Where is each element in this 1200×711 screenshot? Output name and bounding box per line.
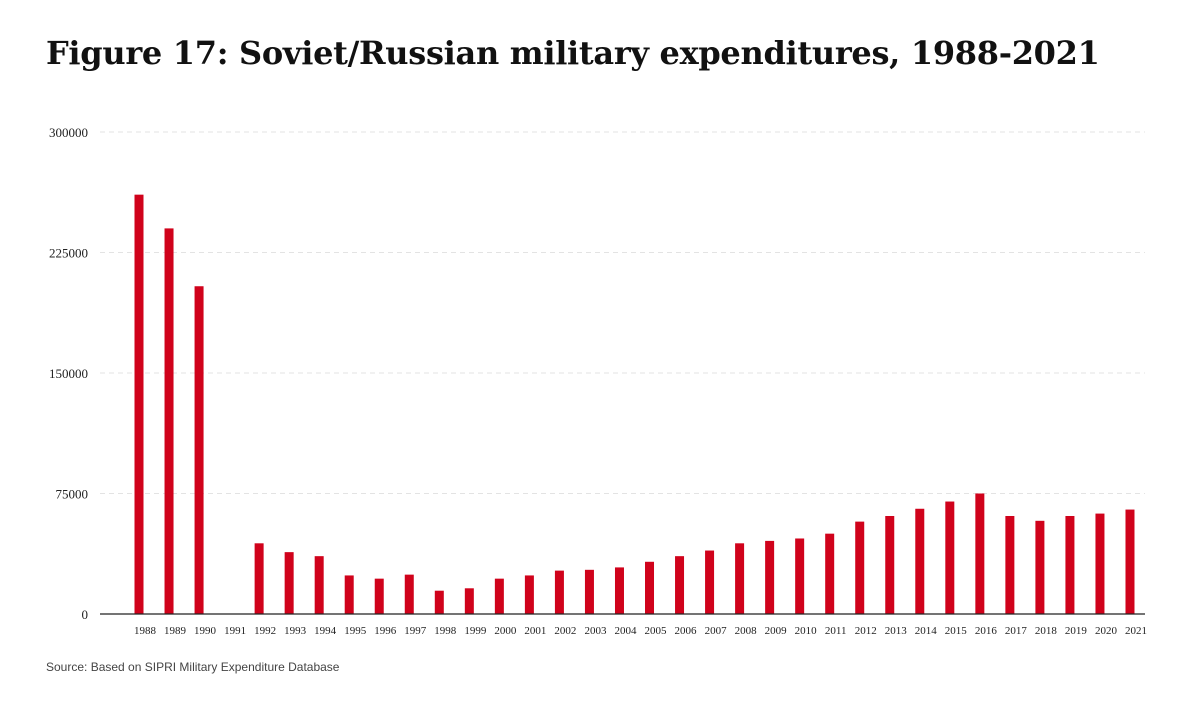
x-tick-label: 2010 — [795, 625, 818, 637]
bar-1988 — [134, 194, 144, 614]
bar-2018 — [1035, 520, 1045, 614]
x-tick-label: 2003 — [584, 625, 607, 637]
x-tick-label: 2006 — [675, 625, 698, 637]
x-tick-label: 1991 — [224, 625, 246, 637]
x-tick-label: 2021 — [1125, 625, 1147, 637]
y-tick-label: 150000 — [49, 366, 88, 381]
x-tick-label: 1994 — [314, 625, 337, 637]
y-axis-ticks: 0 75000 150000 225000 300000 — [49, 125, 88, 622]
bar-1998 — [434, 590, 444, 614]
bar-2000 — [494, 578, 504, 614]
x-tick-label: 2014 — [915, 625, 938, 637]
x-tick-label: 1997 — [404, 625, 427, 637]
x-tick-label: 1992 — [254, 625, 276, 637]
x-tick-label: 1990 — [194, 625, 217, 637]
x-tick-label: 2015 — [945, 625, 968, 637]
bar-1996 — [374, 578, 384, 614]
x-tick-label: 2011 — [825, 625, 847, 637]
x-tick-label: 2004 — [614, 625, 637, 637]
x-axis-ticks: 1988 1989 1990 1991 1992 1993 1994 1995 1996 1997… — [134, 625, 1147, 637]
bar-2007 — [705, 550, 715, 614]
x-tick-label: 1995 — [344, 625, 367, 637]
x-tick-label: 2005 — [645, 625, 668, 637]
bar-1997 — [404, 574, 414, 614]
y-tick-label: 0 — [82, 607, 89, 622]
bar-2013 — [885, 515, 895, 614]
bar-1993 — [284, 552, 294, 614]
bar-2005 — [645, 561, 655, 614]
bar-2020 — [1095, 513, 1105, 614]
x-tick-label: 2008 — [735, 625, 758, 637]
x-tick-label: 2000 — [494, 625, 517, 637]
bar-1999 — [464, 588, 474, 614]
x-tick-label: 2009 — [765, 625, 788, 637]
x-tick-label: 1989 — [164, 625, 187, 637]
bar-2002 — [554, 570, 564, 614]
bar-2009 — [765, 540, 775, 614]
bar-1992 — [254, 543, 264, 614]
bar-2001 — [524, 575, 534, 614]
bar-1994 — [314, 556, 324, 614]
bar-2008 — [735, 543, 745, 614]
y-tick-label: 300000 — [49, 125, 88, 140]
bar-2015 — [945, 501, 955, 614]
x-tick-label: 2016 — [975, 625, 998, 637]
y-tick-label: 75000 — [56, 487, 89, 502]
bar-1990 — [194, 286, 204, 614]
bar-2017 — [1005, 515, 1015, 614]
x-tick-label: 2020 — [1095, 625, 1118, 637]
x-tick-label: 2013 — [885, 625, 908, 637]
bar-2021 — [1125, 509, 1135, 614]
bar-2004 — [614, 567, 624, 614]
x-tick-label: 1988 — [134, 625, 157, 637]
bar-2016 — [975, 493, 985, 614]
bars — [134, 194, 1135, 614]
chart-title: Figure 17: Soviet/Russian military expen… — [46, 34, 1100, 72]
bar-1995 — [344, 575, 354, 614]
y-tick-label: 225000 — [49, 246, 88, 261]
gridlines — [100, 131, 1145, 494]
x-tick-label: 2019 — [1065, 625, 1088, 637]
x-tick-label: 1998 — [434, 625, 457, 637]
x-tick-label: 1993 — [284, 625, 307, 637]
bar-2006 — [675, 556, 685, 614]
source-note: Source: Based on SIPRI Military Expendit… — [46, 660, 340, 674]
bar-2003 — [584, 569, 594, 614]
bar-2019 — [1065, 515, 1075, 614]
x-tick-label: 2017 — [1005, 625, 1028, 637]
bar-2012 — [855, 521, 865, 614]
x-tick-label: 2007 — [705, 625, 728, 637]
x-tick-label: 1999 — [464, 625, 487, 637]
bar-2010 — [795, 538, 805, 614]
x-tick-label: 2001 — [524, 625, 546, 637]
bar-2011 — [825, 533, 835, 614]
x-tick-label: 1996 — [374, 625, 397, 637]
x-tick-label: 2012 — [855, 625, 877, 637]
bar-2014 — [915, 508, 925, 614]
bar-1989 — [164, 228, 174, 614]
x-tick-label: 2018 — [1035, 625, 1058, 637]
x-tick-label: 2002 — [554, 625, 576, 637]
